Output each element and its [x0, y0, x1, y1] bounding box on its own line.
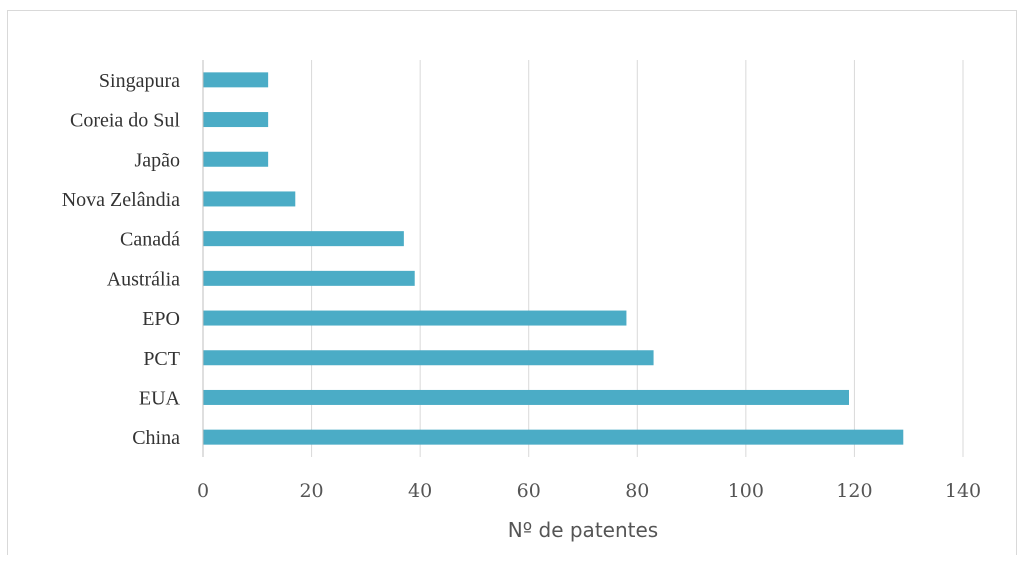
x-tick-label: 140	[945, 480, 981, 502]
category-label: PCT	[143, 348, 180, 370]
category-label: Singapura	[99, 70, 180, 92]
category-label: Austrália	[107, 268, 180, 290]
bar	[203, 112, 268, 127]
category-label: Japão	[134, 149, 180, 171]
bar	[203, 152, 268, 167]
bar	[203, 191, 295, 206]
category-label: Nova Zelândia	[62, 189, 180, 211]
category-label: Canadá	[120, 229, 180, 251]
x-tick-label: 40	[408, 480, 432, 502]
bar	[203, 350, 654, 365]
x-tick-label: 120	[836, 480, 872, 502]
category-labels: China EUA PCT EPO Austrália Canadá Nova Zelând…	[62, 70, 181, 449]
x-tick-label: 100	[728, 480, 764, 502]
bar	[203, 72, 268, 87]
category-label: China	[132, 427, 180, 449]
x-tick-labels: 0 20 40 60 80 100 120 140	[197, 480, 981, 502]
x-tick-label: 0	[197, 480, 209, 502]
x-axis-title: Nº de patentes	[508, 518, 658, 542]
bar	[203, 311, 626, 326]
category-label: Coreia do Sul	[70, 110, 180, 132]
x-tick-label: 20	[299, 480, 323, 502]
bar	[203, 271, 415, 286]
bar	[203, 390, 849, 405]
category-label: EUA	[139, 387, 181, 409]
bars	[203, 72, 903, 444]
bar	[203, 430, 903, 445]
x-tick-label: 60	[517, 480, 541, 502]
x-tick-label: 80	[625, 480, 649, 502]
bar	[203, 231, 404, 246]
category-label: EPO	[142, 308, 180, 330]
